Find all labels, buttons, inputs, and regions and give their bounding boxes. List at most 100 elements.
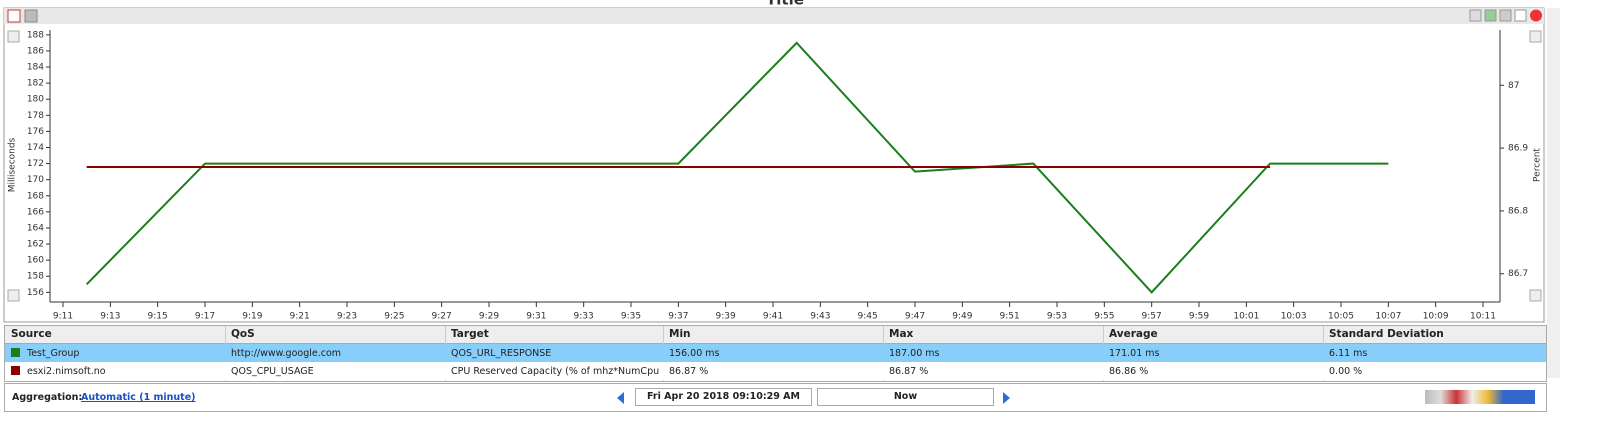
x-tick-label: 9:57 <box>1142 312 1162 322</box>
y2-tick-label: 86.7 <box>1508 269 1528 279</box>
x-tick-label: 9:15 <box>148 312 168 322</box>
start-date[interactable]: Fri Apr 20 2018 09:10:29 AM <box>635 388 812 406</box>
table-row <box>5 362 1546 380</box>
y-tick-label: 160 <box>27 256 44 266</box>
x-tick-label: 9:51 <box>1000 312 1020 322</box>
y-tick-label: 158 <box>27 272 44 282</box>
scroll-up[interactable] <box>1529 30 1542 43</box>
icon[interactable] <box>1484 9 1497 22</box>
aggregation-link[interactable]: Automatic (1 minute) <box>81 392 196 403</box>
table-cell: 187.00 ms <box>889 348 940 359</box>
x-tick-label: 9:59 <box>1189 312 1209 322</box>
icon[interactable] <box>24 9 38 23</box>
chart: Title Milliseconds Percent 156 158 160 162 1… <box>3 0 1545 323</box>
y-tick-label: 178 <box>27 111 44 121</box>
table-cell: 86.87 % <box>889 366 929 377</box>
x-tick-label: 9:33 <box>574 312 594 322</box>
column-header: Standard Deviation <box>1329 328 1444 340</box>
column-header: Average <box>1109 328 1158 340</box>
y-tick-label: 176 <box>27 127 44 137</box>
table-header-row <box>5 326 1546 344</box>
y2-tick-label: 86.9 <box>1508 144 1528 154</box>
toolbar-icons[interactable] <box>1425 390 1535 404</box>
x-tick-label: 10:07 <box>1375 312 1401 322</box>
legend-entry: Test_Group <box>27 348 80 359</box>
aggregation-label: Aggregation: <box>12 392 83 403</box>
y-tick-label: 182 <box>27 79 44 89</box>
table-cell: QOS_CPU_USAGE <box>231 366 314 377</box>
x-tick-label: 9:47 <box>905 312 925 322</box>
y-tick-label: 170 <box>27 175 44 185</box>
prev-button[interactable] <box>617 392 624 404</box>
scroll-down[interactable] <box>1529 289 1542 302</box>
y-tick-label: 184 <box>27 63 44 73</box>
x-tick-label: 10:03 <box>1281 312 1307 322</box>
y-tick-label: 180 <box>27 95 44 105</box>
table-cell: CPU Reserved Capacity (% of mhz*NumCpu <box>451 366 660 377</box>
y-tick-label: 188 <box>27 30 44 40</box>
y2-axis-label: Percent <box>1533 148 1543 182</box>
y-tick-label: 174 <box>27 143 44 153</box>
x-tick-label: 10:01 <box>1233 312 1259 322</box>
x-tick-label: 9:53 <box>1047 312 1067 322</box>
x-tick-label: 10:11 <box>1470 312 1496 322</box>
icon[interactable] <box>1514 9 1527 22</box>
x-tick-label: 9:29 <box>479 312 499 322</box>
x-tick-label: 9:23 <box>337 312 357 322</box>
y-tick-label: 186 <box>27 46 44 56</box>
icon[interactable] <box>7 9 21 23</box>
x-tick-label: 9:35 <box>621 312 641 322</box>
x-tick-label: 9:21 <box>290 312 310 322</box>
column-header: Target <box>451 328 489 340</box>
table-cell: 171.01 ms <box>1109 348 1160 359</box>
scrollbar[interactable] <box>1547 8 1560 378</box>
x-tick-label: 9:19 <box>242 312 262 322</box>
table-cell: 156.00 ms <box>669 348 720 359</box>
y-tick-label: 172 <box>27 159 44 169</box>
x-tick-label: 9:25 <box>384 312 404 322</box>
x-tick-label: 9:13 <box>100 312 120 322</box>
y-tick-label: 164 <box>27 223 44 233</box>
table-cell: QOS_URL_RESPONSE <box>451 348 552 359</box>
icon[interactable] <box>1499 9 1512 22</box>
x-tick-label: 9:49 <box>952 312 972 322</box>
x-tick-label: 9:55 <box>1094 312 1114 322</box>
x-tick-label: 9:31 <box>526 312 546 322</box>
scroll-down[interactable] <box>7 289 20 302</box>
chart-toolbar <box>4 8 1544 24</box>
legend-entry: esxi2.nimsoft.no <box>27 366 106 377</box>
y-tick-label: 156 <box>27 288 44 298</box>
x-tick-label: 10:09 <box>1423 312 1449 322</box>
x-tick-label: 9:27 <box>432 312 452 322</box>
table-cell: 86.87 % <box>669 366 709 377</box>
chart-frame <box>3 7 1545 323</box>
x-tick-label: 9:11 <box>53 312 73 322</box>
x-tick-label: 9:17 <box>195 312 215 322</box>
table-cell: http://www.google.com <box>231 348 342 359</box>
legend-swatch <box>11 366 20 375</box>
chart-title: Title <box>766 0 804 9</box>
table-row <box>5 344 1546 362</box>
y-tick-label: 166 <box>27 207 44 217</box>
icon[interactable] <box>1469 9 1482 22</box>
y2-tick-label: 87 <box>1508 81 1519 91</box>
next-button[interactable] <box>1003 392 1010 404</box>
table-cell: 86.86 % <box>1109 366 1149 377</box>
table-cell: 0.00 % <box>1329 366 1363 377</box>
column-header: Min <box>669 328 691 340</box>
footer-bar: Aggregation: Automatic (1 minute) Fri Ap… <box>4 383 1547 412</box>
y2-tick-label: 86.8 <box>1508 206 1528 216</box>
close-icon[interactable] <box>1530 9 1542 22</box>
series-line <box>85 41 1389 294</box>
x-tick-label: 9:41 <box>763 312 783 322</box>
x-tick-label: 9:37 <box>668 312 688 322</box>
x-tick-label: 10:05 <box>1328 312 1354 322</box>
scroll-up[interactable] <box>7 30 20 43</box>
data-table: Source QoS Target Min Max Average Standard Dev… <box>4 325 1547 382</box>
y-tick-label: 168 <box>27 191 44 201</box>
x-tick-label: 9:39 <box>716 312 736 322</box>
y-axis-label: Milliseconds <box>8 137 18 192</box>
x-tick-label: 9:43 <box>810 312 830 322</box>
end-date[interactable]: Now <box>817 388 994 406</box>
